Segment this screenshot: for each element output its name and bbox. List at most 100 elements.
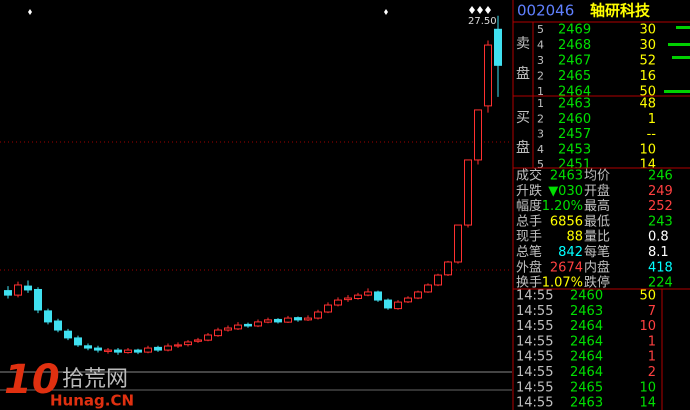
book-volume: 30 — [639, 23, 656, 38]
marker — [384, 9, 388, 15]
trade-price: 2464 — [570, 334, 603, 349]
candle-body — [84, 345, 92, 349]
candle-body — [54, 320, 62, 331]
candle-body — [344, 297, 352, 301]
trade-volume: 7 — [648, 304, 656, 319]
stat-value: 6856 — [550, 214, 583, 229]
candle-body — [324, 304, 332, 313]
candle-body — [484, 44, 492, 107]
book-volume: 16 — [639, 69, 656, 84]
stat-value: 246 — [648, 169, 673, 184]
stat-value: 2463 — [550, 169, 583, 184]
stat-label: 总笔 — [516, 244, 542, 260]
markers — [28, 6, 491, 15]
book-label: 买 — [516, 110, 530, 126]
stat-label: 换手 — [516, 276, 542, 291]
trade-volume: 10 — [639, 319, 656, 334]
stat-label: 内盘 — [584, 259, 610, 275]
candle-body — [204, 334, 212, 341]
stat-label: 现手 — [516, 230, 542, 245]
candle-body — [414, 291, 422, 299]
stat-value: 0.8 — [648, 230, 669, 245]
trade-price: 2460 — [570, 289, 603, 304]
candle-body — [454, 224, 462, 263]
candle-body — [464, 159, 472, 226]
trade-volume: 2 — [648, 365, 656, 380]
candle-body — [194, 339, 202, 342]
stat-label: 最高 — [584, 198, 610, 214]
candle-body — [64, 330, 72, 339]
stat-label: 成交 — [516, 168, 542, 184]
change-bar — [668, 43, 690, 46]
change-bar — [676, 26, 690, 29]
trade-volume: 1 — [648, 350, 656, 365]
stat-value: 1.07% — [542, 276, 583, 291]
stat-label: 跌停 — [584, 275, 610, 291]
stat-value: ▼030 — [548, 184, 583, 199]
candle-body — [474, 109, 482, 161]
marker — [28, 9, 32, 15]
candle-body — [134, 349, 142, 353]
candle-body — [274, 318, 282, 323]
book-level: 1 — [537, 97, 544, 110]
trade-price: 2463 — [570, 396, 603, 410]
book-label: 卖 — [516, 36, 530, 52]
book-price: 2451 — [558, 158, 591, 173]
candle-body — [14, 284, 22, 296]
candle-body — [334, 299, 342, 306]
change-bar — [664, 90, 690, 93]
stat-value: 243 — [648, 214, 673, 229]
trade-time: 14:55 — [516, 289, 553, 304]
candle-body — [164, 345, 172, 351]
trade-volume: 10 — [639, 380, 656, 395]
stat-label: 最低 — [584, 214, 610, 229]
marker — [485, 6, 491, 14]
candle-body — [264, 319, 272, 323]
trade-time: 14:55 — [516, 380, 553, 395]
high-label: 27.50 — [468, 16, 497, 27]
stat-label: 总手 — [516, 214, 542, 229]
candle-body — [284, 317, 292, 323]
book-price: 2453 — [558, 142, 591, 157]
candle-body — [364, 291, 372, 296]
candle-body — [94, 347, 102, 351]
candle-body — [184, 341, 192, 346]
book-price: 2465 — [558, 69, 591, 84]
trade-time: 14:55 — [516, 365, 553, 380]
stat-value: 8.1 — [648, 245, 669, 260]
stat-value: 842 — [558, 245, 583, 260]
panel-lines — [512, 0, 690, 410]
candle-body — [74, 337, 82, 346]
stat-value: 252 — [648, 199, 673, 214]
watermark-name: 拾荒网 — [62, 367, 128, 392]
stat-label: 开盘 — [584, 183, 610, 199]
book-level: 4 — [537, 39, 544, 52]
book-volume: -- — [647, 127, 657, 142]
volume-change-bars — [664, 26, 690, 93]
book-price: 2469 — [558, 23, 591, 38]
book-level: 5 — [537, 23, 544, 36]
book-level: 4 — [537, 143, 544, 156]
candle-body — [144, 347, 152, 353]
book-level: 5 — [537, 158, 544, 171]
stock-code: 002046 — [517, 2, 574, 20]
book-price: 2467 — [558, 54, 591, 69]
book-volume: 30 — [639, 38, 656, 53]
book-label: 盘 — [516, 65, 530, 82]
candle-body — [174, 344, 182, 347]
candle-body — [304, 317, 312, 321]
trade-price: 2464 — [570, 319, 603, 334]
candle-body — [434, 274, 442, 286]
trade-volume: 1 — [648, 334, 656, 349]
candle-body — [384, 299, 392, 309]
candle-body — [374, 291, 382, 301]
candle-body — [314, 311, 322, 319]
watermark: 10 拾荒网 Hunag.CN — [4, 357, 134, 410]
stat-value: 1.20% — [542, 199, 583, 214]
stat-value: 2674 — [550, 260, 583, 275]
candle-body — [44, 310, 52, 323]
candle-body — [4, 290, 12, 296]
book-volume: 52 — [639, 54, 656, 69]
